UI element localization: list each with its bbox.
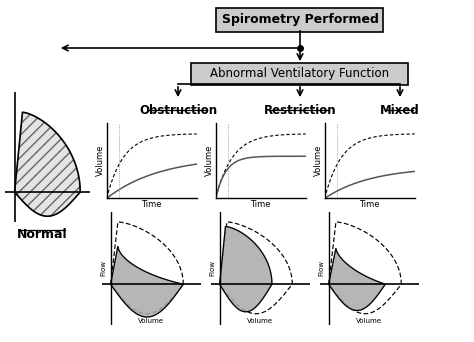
Text: Flow: Flow bbox=[319, 260, 324, 276]
X-axis label: Time: Time bbox=[250, 200, 271, 209]
Polygon shape bbox=[110, 247, 183, 317]
Polygon shape bbox=[219, 226, 272, 312]
Polygon shape bbox=[15, 112, 80, 216]
Polygon shape bbox=[328, 248, 385, 311]
Y-axis label: Volume: Volume bbox=[205, 145, 214, 176]
Text: Mixed: Mixed bbox=[380, 104, 420, 117]
Text: Volume: Volume bbox=[356, 318, 382, 324]
FancyBboxPatch shape bbox=[191, 63, 409, 85]
Text: Abnormal Ventilatory Function: Abnormal Ventilatory Function bbox=[210, 67, 390, 80]
Y-axis label: Volume: Volume bbox=[314, 145, 323, 176]
Y-axis label: Volume: Volume bbox=[96, 145, 105, 176]
Text: Spirometry Performed: Spirometry Performed bbox=[221, 13, 378, 26]
Text: Volume: Volume bbox=[137, 318, 164, 324]
Text: Normal: Normal bbox=[17, 228, 67, 241]
Text: Obstruction: Obstruction bbox=[139, 104, 217, 117]
Text: Restriction: Restriction bbox=[264, 104, 337, 117]
X-axis label: Time: Time bbox=[359, 200, 380, 209]
X-axis label: Time: Time bbox=[141, 200, 162, 209]
Text: Volume: Volume bbox=[246, 318, 273, 324]
Text: Flow: Flow bbox=[100, 260, 106, 276]
Text: Flow: Flow bbox=[210, 260, 215, 276]
FancyBboxPatch shape bbox=[217, 8, 383, 32]
